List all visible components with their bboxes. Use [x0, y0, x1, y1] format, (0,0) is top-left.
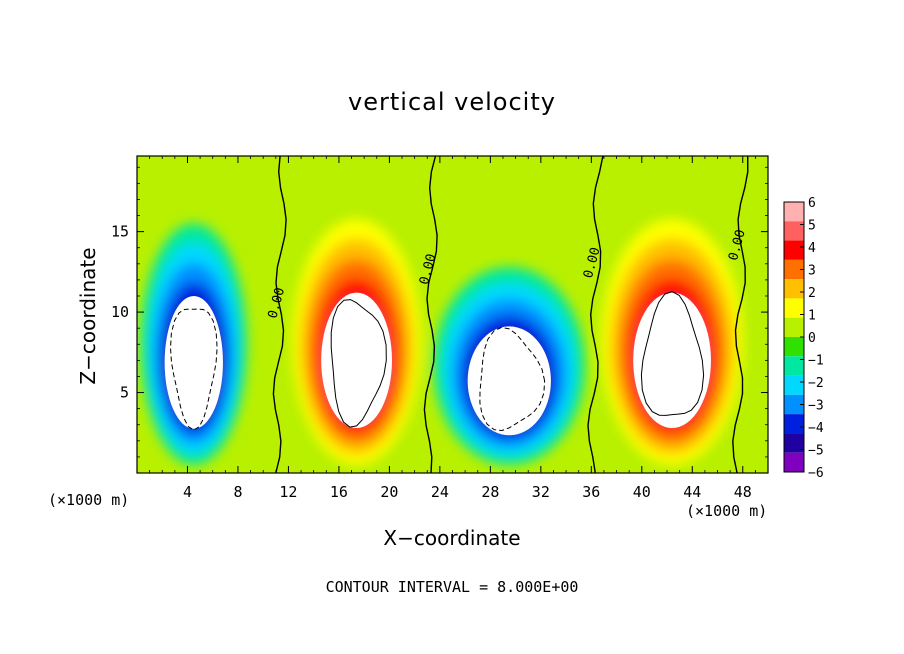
x-tick-label: 4	[183, 483, 192, 501]
x-unit-label-left: (×1000 m)	[48, 491, 130, 509]
cell-2-core	[467, 326, 551, 436]
colorbar-swatch	[784, 259, 804, 280]
y-tick-label: 15	[111, 223, 129, 241]
contour-lines	[169, 156, 749, 473]
colorbar-tick-label: 4	[808, 241, 816, 256]
cell-3-core	[633, 292, 711, 429]
x-axis-label: X−coordinate	[383, 526, 521, 550]
colorbar-tick-label: 6	[808, 196, 816, 211]
colorbar-swatch	[784, 375, 804, 395]
colorbar-tick-label: −1	[808, 354, 824, 369]
colorbar-swatch	[784, 298, 804, 318]
zero-contour-line	[272, 156, 287, 473]
x-unit-label-right: (×1000 m)	[686, 502, 768, 520]
x-tick-label: 12	[279, 483, 297, 501]
colorbar-tick-label: −4	[808, 421, 824, 436]
colorbar-swatch	[784, 221, 804, 241]
x-tick-label: 20	[380, 483, 398, 501]
y-axis-ticks: 5 10 15	[111, 166, 768, 458]
cell-1-contour	[330, 299, 387, 428]
y-tick-label: 5	[120, 384, 129, 402]
zero-contour-line	[732, 156, 749, 473]
colorbar-swatch	[784, 394, 804, 415]
colorbar-swatch	[784, 452, 804, 472]
cell-0-core	[164, 295, 223, 429]
x-tick-label: 40	[633, 483, 651, 501]
heatmap-field	[137, 156, 768, 473]
colorbar-swatch	[784, 279, 804, 299]
zero-contour-line	[423, 156, 438, 473]
x-tick-label: 8	[233, 483, 242, 501]
colorbar-swatch	[784, 433, 804, 453]
cell-2-contour	[479, 326, 546, 432]
colorbar-tick-label: −5	[808, 444, 824, 459]
cell-0-contour	[169, 308, 218, 431]
cell-1-core	[321, 292, 392, 429]
x-tick-label: 32	[532, 483, 550, 501]
colorbar-swatch	[784, 414, 804, 434]
x-tick-label: 36	[582, 483, 600, 501]
colorbar-tick-label: 1	[808, 309, 816, 324]
y-axis-label: Z−coordinate	[76, 247, 100, 385]
chart-title: vertical velocity	[348, 88, 556, 116]
x-tick-label: 48	[734, 483, 752, 501]
colorbar-swatch	[784, 317, 804, 337]
colorbar-tick-label: −2	[808, 376, 824, 391]
cell-3-contour	[640, 290, 705, 416]
colorbar-tick-label: 2	[808, 286, 816, 301]
colorbar-tick-label: 5	[808, 219, 816, 234]
y-tick-label: 10	[111, 303, 129, 321]
colorbar-swatch	[784, 202, 804, 222]
x-tick-label: 24	[431, 483, 449, 501]
x-tick-label: 44	[683, 483, 701, 501]
colorbar-swatch	[784, 337, 804, 357]
colorbar-swatch	[784, 240, 804, 260]
colorbar-tick-label: −3	[808, 399, 824, 414]
zero-contour-line	[587, 156, 604, 473]
contour-interval-label: CONTOUR INTERVAL = 8.000E+00	[325, 578, 579, 596]
x-tick-label: 16	[330, 483, 348, 501]
colorbar-tick-label: −6	[808, 466, 824, 481]
colorbar-swatch	[784, 356, 804, 376]
colorbar: 6 5 4 3 2 1 0 −1 −2 −3 −4 −5 −6	[783, 196, 824, 481]
colorbar-tick-label: 3	[808, 264, 816, 279]
x-axis-ticks: 4 8 12 16 20 24 28 32 36 40 44 48	[149, 156, 756, 501]
colorbar-tick-label: 0	[808, 331, 816, 346]
x-tick-label: 28	[481, 483, 499, 501]
